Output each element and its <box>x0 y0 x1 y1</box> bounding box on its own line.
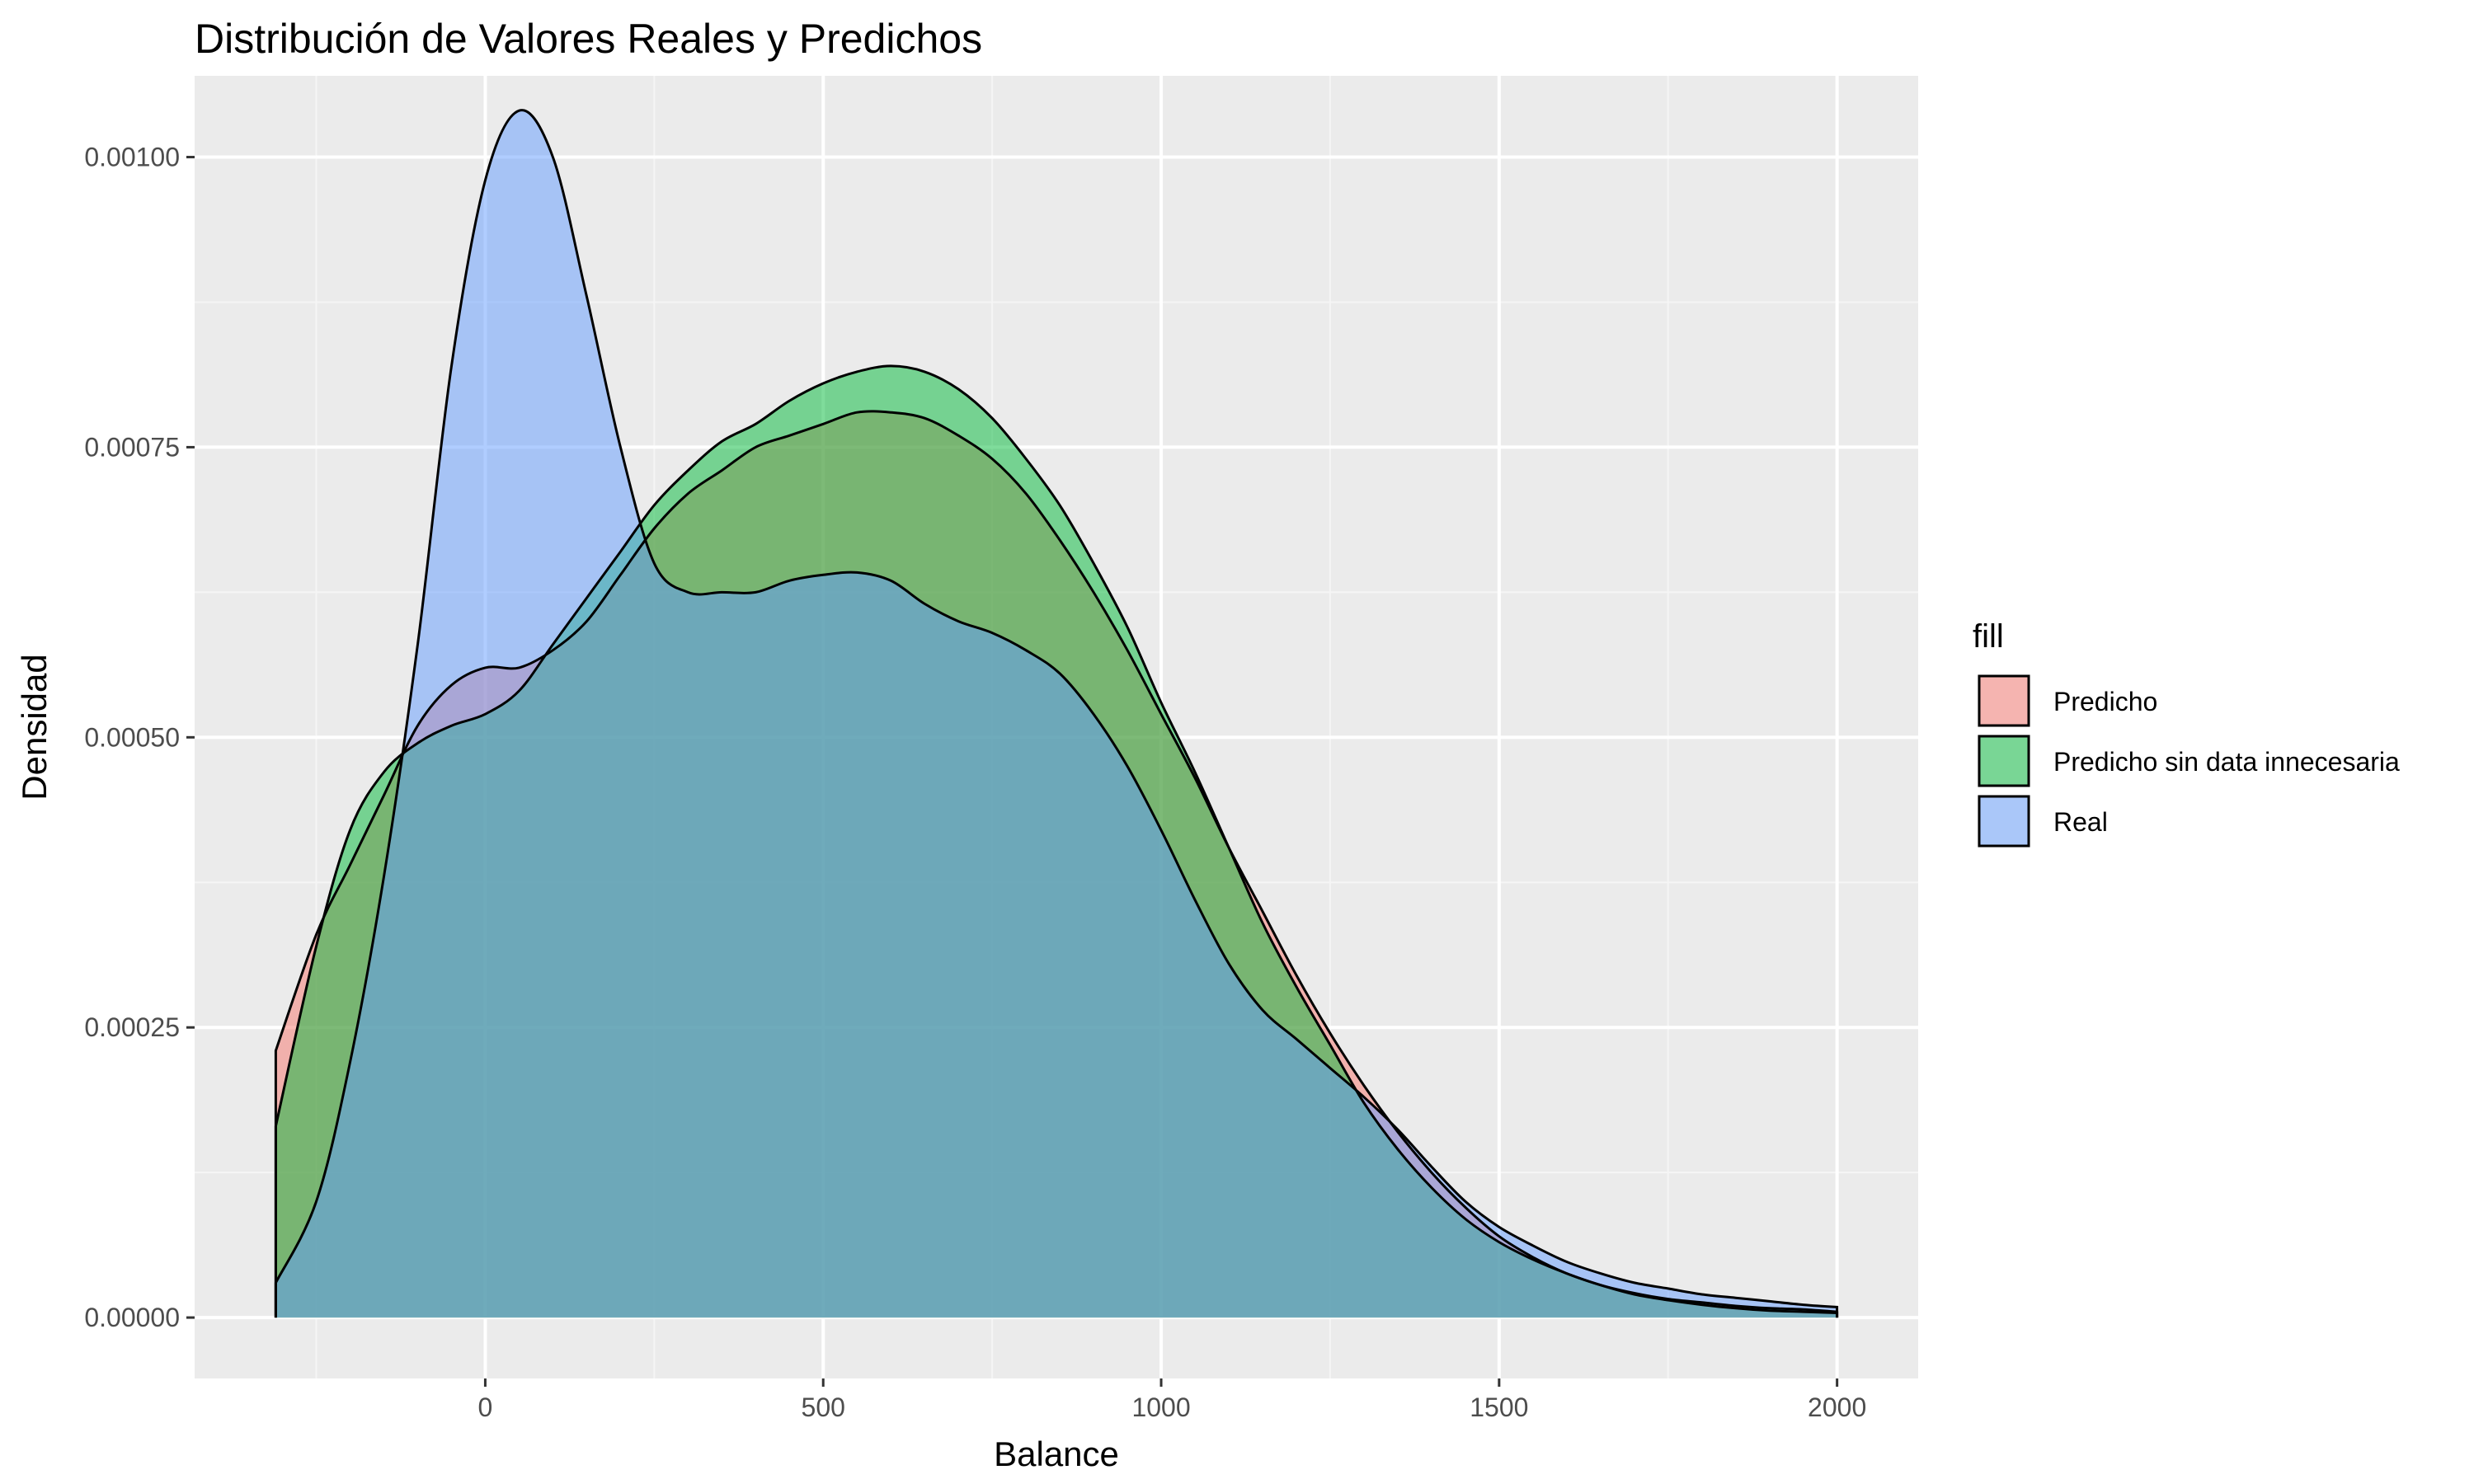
legend-item-predicho: Predicho <box>1978 674 2157 727</box>
y-axis-ticks: 0.00000 0.00025 0.00050 0.00075 0.00100 <box>84 143 195 1332</box>
x-tick-label: 0 <box>478 1392 493 1422</box>
legend-item-predicho-sin-data: Predicho sin data innecesaria <box>1978 735 2400 787</box>
y-tick-label: 0.00025 <box>84 1012 180 1042</box>
legend-items: Predicho Predicho sin data innecesaria Rea… <box>1978 674 2400 848</box>
legend-swatch <box>1978 674 2030 727</box>
x-tick-label: 1000 <box>1131 1392 1190 1422</box>
y-tick-label: 0.00050 <box>84 722 180 752</box>
x-tick-label: 1500 <box>1470 1392 1528 1422</box>
y-tick-label: 0.00100 <box>84 143 180 172</box>
x-tick-label: 2000 <box>1808 1392 1866 1422</box>
area-predicho-sin-data-outline <box>274 364 1839 1318</box>
legend-label: Predicho sin data innecesaria <box>2053 747 2400 777</box>
legend-item-real: Real <box>1978 795 2108 848</box>
x-tick-label: 500 <box>802 1392 845 1422</box>
area-real-outline <box>274 109 1839 1318</box>
x-axis-ticks: 0 500 1000 1500 2000 <box>478 1378 1866 1422</box>
chart-title: Distribución de Valores Reales y Predich… <box>195 16 982 62</box>
legend-label: Predicho <box>2053 687 2157 716</box>
legend-swatch <box>1978 735 2030 787</box>
legend-label: Real <box>2053 807 2108 837</box>
legend-title: fill <box>1973 618 2004 655</box>
legend-swatch <box>1978 795 2030 848</box>
area-real <box>275 110 1837 1318</box>
x-axis-title: Balance <box>994 1435 1119 1473</box>
y-axis-title: Densidad <box>15 654 54 800</box>
density-areas <box>274 109 1839 1318</box>
legend: fill Predicho Predicho sin data innecesar… <box>1973 618 2400 848</box>
y-tick-label: 0.00075 <box>84 432 180 462</box>
y-tick-label: 0.00000 <box>84 1303 180 1332</box>
